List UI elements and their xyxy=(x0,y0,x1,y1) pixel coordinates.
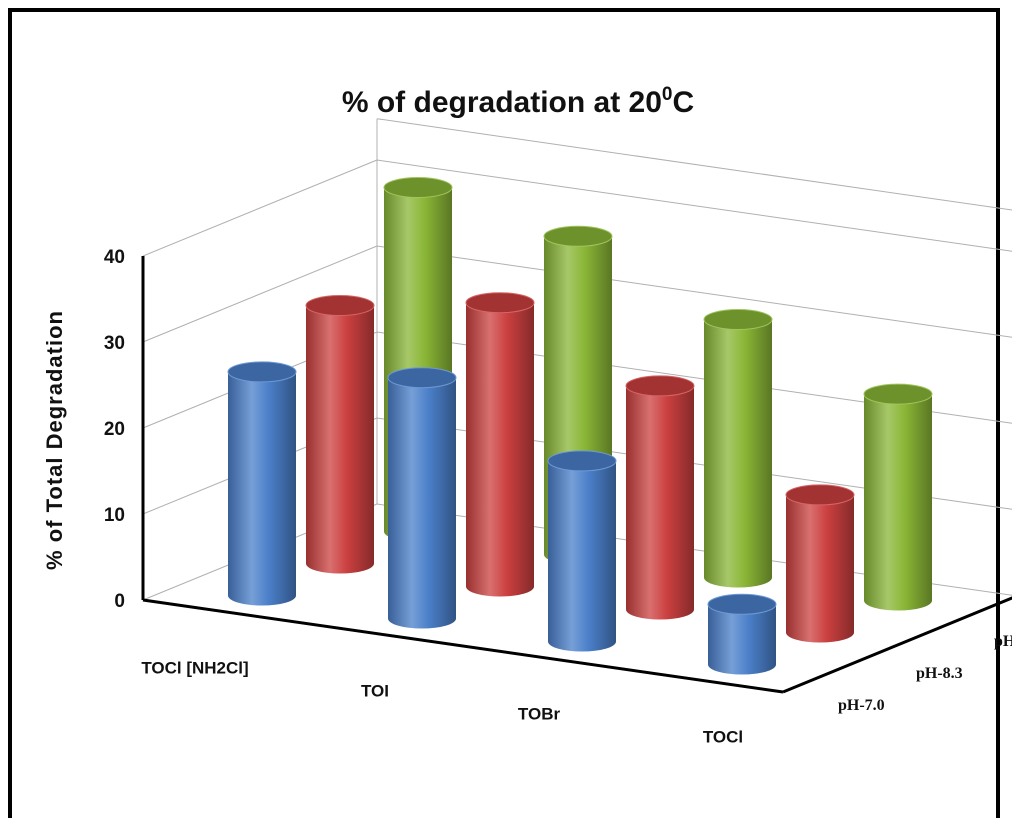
chart-frame xyxy=(8,8,1000,818)
cylinder-top xyxy=(305,295,375,316)
y-axis-label: % of Total Degradation xyxy=(42,310,67,570)
cylinder-body xyxy=(548,460,616,652)
cylinder-body xyxy=(786,494,854,643)
y-tick-label: 20 xyxy=(104,419,125,440)
cylinder-body xyxy=(704,319,772,588)
cylinder-top xyxy=(227,361,297,383)
y-tick-label: 30 xyxy=(104,333,125,354)
category-label: TOCl xyxy=(703,728,743,747)
cylinder-bar xyxy=(863,383,933,611)
depth-axis-line xyxy=(782,596,1012,694)
y-tick-label: 10 xyxy=(104,505,125,526)
cylinder-top xyxy=(543,225,613,247)
chart-axes xyxy=(141,118,1012,694)
cylinder-body xyxy=(228,371,296,606)
cylinder-top xyxy=(465,292,535,314)
cylinder-top xyxy=(383,177,453,198)
cylinder-bar xyxy=(707,593,777,675)
gridline-left xyxy=(142,245,378,343)
cylinder-top xyxy=(863,383,933,405)
chart-labels: 0 10 20 30 40 TOCl [NH2Cl] TOI TOBr TOCl pH-7.0 pH… xyxy=(104,247,1012,747)
back-wall-top xyxy=(376,118,1012,211)
cylinder-bar xyxy=(227,361,297,606)
cylinder-bar xyxy=(465,292,535,597)
gridline-back xyxy=(376,245,1012,338)
series-label: pH-9.5 xyxy=(994,633,1012,650)
gridline-back xyxy=(376,159,1012,252)
cylinder-bar xyxy=(703,309,773,588)
cylinder-top xyxy=(703,309,773,330)
x-axis-line xyxy=(142,598,784,694)
series-label: pH-8.3 xyxy=(916,665,963,682)
cylinder-top xyxy=(625,375,695,397)
category-label: TOBr xyxy=(518,705,561,724)
cylinder-bar xyxy=(547,450,617,652)
cylinder-bar xyxy=(387,367,457,629)
category-label: TOCl [NH2Cl] xyxy=(141,659,248,678)
cylinder-body xyxy=(864,394,932,611)
cylinder-body xyxy=(388,377,456,629)
cylinder-top xyxy=(707,593,777,615)
cylinder-bar xyxy=(785,484,855,643)
cylinder-top xyxy=(387,367,457,389)
chart-title: % of degradation at 200C xyxy=(342,84,694,119)
series-label: pH-7.0 xyxy=(838,697,885,714)
y-tick-label: 0 xyxy=(114,591,125,612)
cylinder-body xyxy=(306,305,374,574)
cylinder-top xyxy=(547,450,617,472)
cylinder-top xyxy=(785,484,855,506)
cylinder-body xyxy=(708,604,776,675)
gridline-left xyxy=(142,159,378,257)
chart-bars xyxy=(227,177,933,675)
cylinder-body xyxy=(466,302,534,597)
cylinder-bar xyxy=(305,295,375,574)
cylinder-bar xyxy=(625,375,695,620)
y-tick-label: 40 xyxy=(104,247,125,268)
cylinder-body xyxy=(626,385,694,620)
category-label: TOI xyxy=(361,682,389,701)
